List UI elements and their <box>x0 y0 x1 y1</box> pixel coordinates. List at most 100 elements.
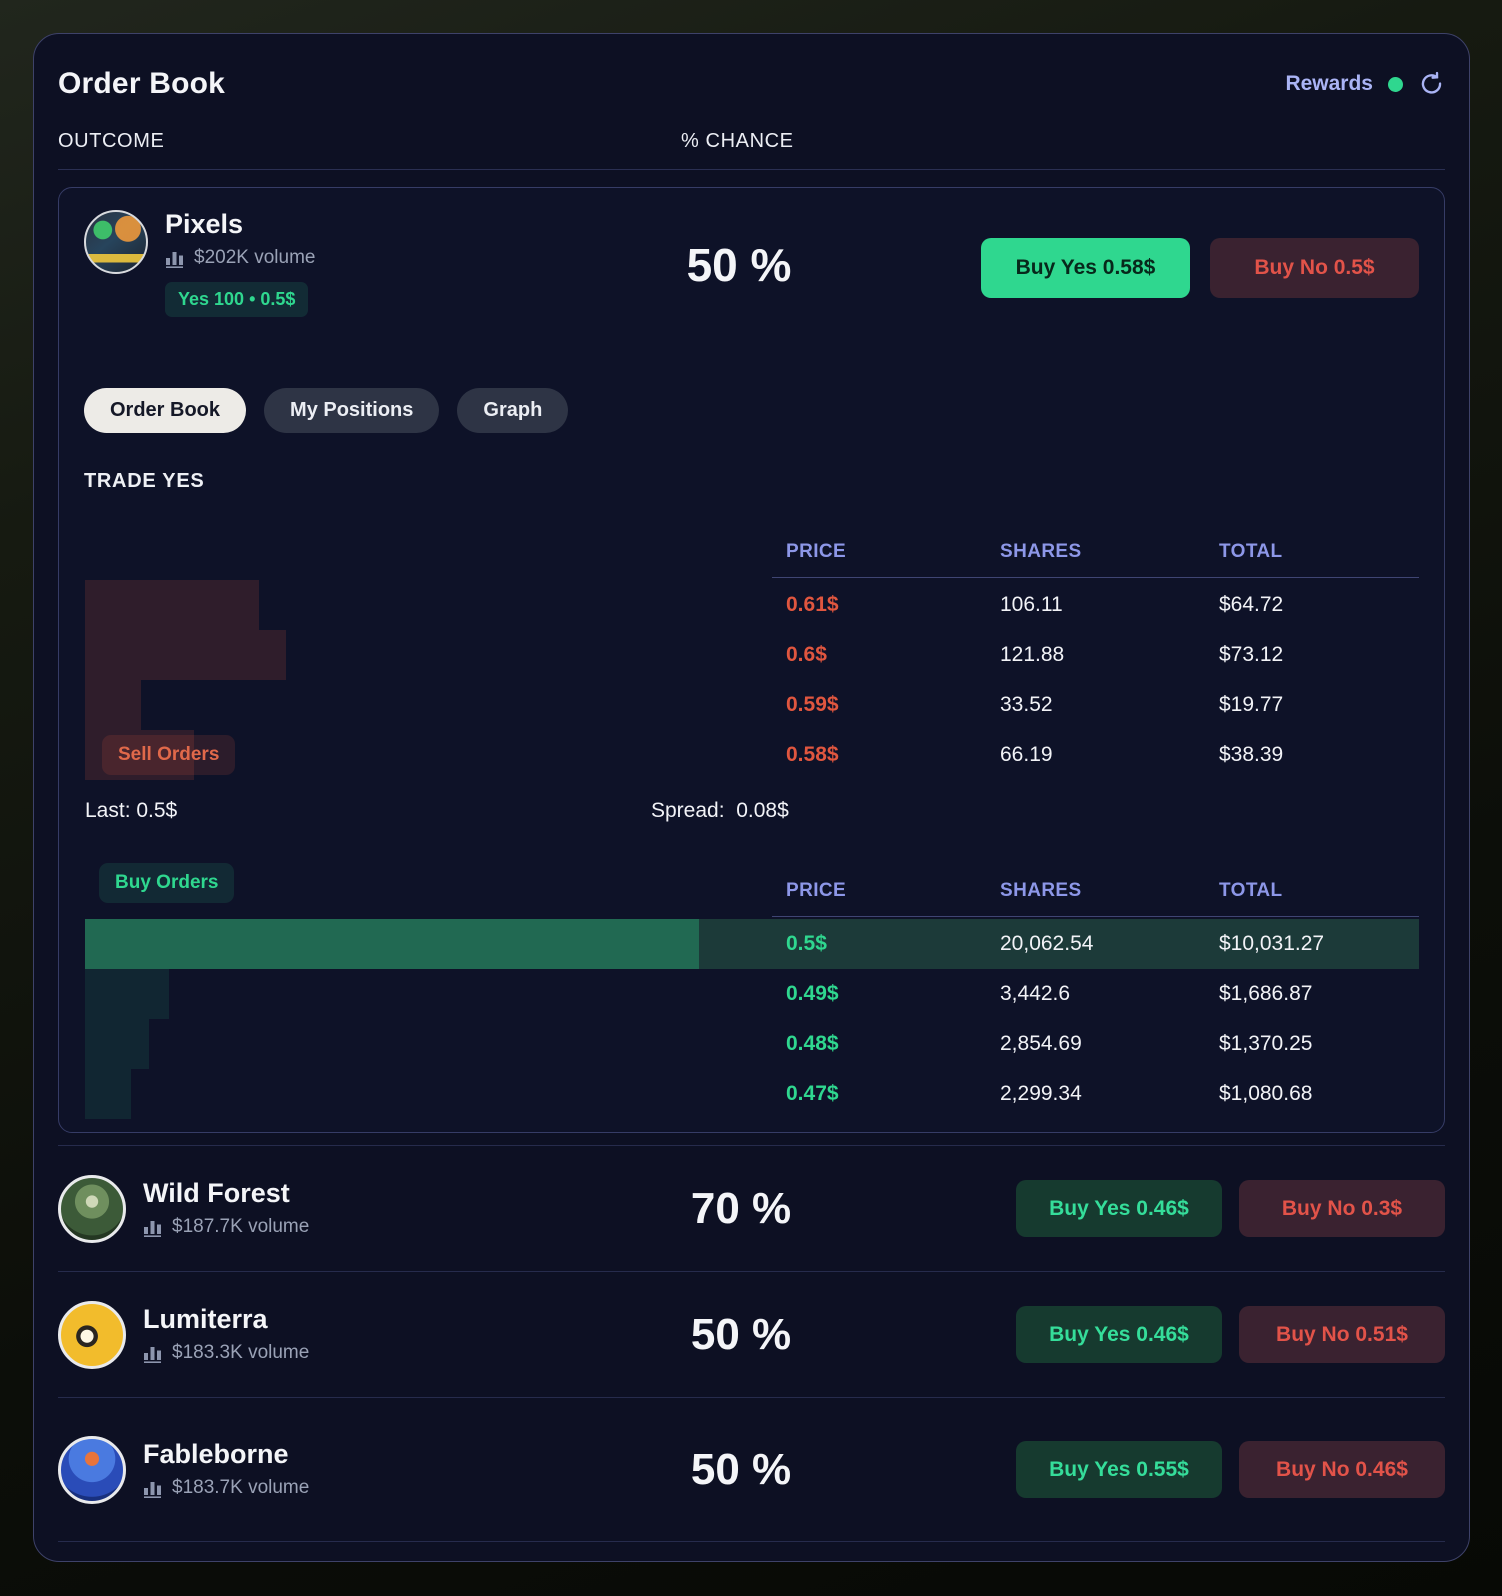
sell-price: 0.58$ <box>786 743 839 766</box>
market-avatar-fableborne <box>58 1435 126 1504</box>
market-info: Lumiterra $183.3K volume <box>58 1300 309 1369</box>
buy-orders-label: Buy Orders <box>99 863 235 903</box>
volume-line: $183.3K volume <box>143 1342 309 1364</box>
market-row-fableborne[interactable]: Fableborne $183.7K volume 50 % Buy Yes 0… <box>58 1397 1445 1542</box>
buy-price: 0.5$ <box>786 932 827 955</box>
buy-no-button[interactable]: Buy No 0.51$ <box>1239 1306 1445 1363</box>
outcome-column-header: OUTCOME <box>58 130 165 152</box>
sell-total: $73.12 <box>1219 643 1284 666</box>
market-avatar-pixels <box>84 210 148 274</box>
card-header: Order Book Rewards <box>58 62 1445 106</box>
buy-order-row[interactable]: 0.49$ 3,442.6 $1,686.87 <box>85 969 1419 1019</box>
order-book-section: PRICE SHARES TOTAL 0.61$ 106.11 $64.72 0… <box>59 505 1444 1130</box>
chance-value: 50 % <box>690 1309 792 1359</box>
volume-bars-icon <box>144 1346 161 1363</box>
sell-total: $64.72 <box>1219 593 1284 616</box>
sell-depth-bar <box>85 580 259 630</box>
buy-total: $10,031.27 <box>1219 932 1325 955</box>
sell-price-header: PRICE <box>786 541 847 562</box>
market-trade-buttons: Buy Yes 0.58$ Buy No 0.5$ <box>981 238 1419 298</box>
sell-total: $38.39 <box>1219 743 1284 766</box>
buy-total: $1,080.68 <box>1219 1082 1313 1105</box>
buy-no-button[interactable]: Buy No 0.3$ <box>1239 1180 1445 1237</box>
sell-shares: 66.19 <box>1000 743 1053 766</box>
buy-shares: 20,062.54 <box>1000 932 1094 955</box>
volume-line: $202K volume <box>165 247 315 269</box>
market-trade-buttons: Buy Yes 0.55$ Buy No 0.46$ <box>1016 1441 1445 1498</box>
tab-my-positions[interactable]: My Positions <box>264 388 440 433</box>
last-spread-row: Last: 0.5$ Spread: 0.08$ <box>85 799 1419 829</box>
buy-shares: 2,854.69 <box>1000 1032 1082 1055</box>
buy-order-row-highlighted[interactable]: 0.5$ 20,062.54 $10,031.27 <box>85 919 1419 969</box>
market-name: Lumiterra <box>143 1304 268 1335</box>
buy-no-button[interactable]: Buy No 0.46$ <box>1239 1441 1445 1498</box>
sell-shares: 33.52 <box>1000 693 1053 716</box>
volume-line: $187.7K volume <box>143 1216 309 1238</box>
buy-yes-button[interactable]: Buy Yes 0.46$ <box>1016 1306 1222 1363</box>
tab-order-book[interactable]: Order Book <box>84 388 247 433</box>
market-trade-buttons: Buy Yes 0.46$ Buy No 0.51$ <box>1016 1306 1445 1363</box>
volume-text: $183.3K volume <box>172 1341 310 1363</box>
chance-column-header: % CHANCE <box>681 130 794 152</box>
buy-price: 0.47$ <box>786 1082 839 1105</box>
buy-orders-table-head: PRICE SHARES TOTAL <box>772 866 1419 917</box>
position-badge: Yes 100 • 0.5$ <box>165 281 309 317</box>
sell-order-row[interactable]: 0.61$ 106.11 $64.72 <box>85 580 1419 630</box>
header-divider <box>58 169 1445 170</box>
sell-depth-bar <box>85 730 194 780</box>
market-name: Wild Forest <box>143 1178 290 1209</box>
buy-yes-button[interactable]: Buy Yes 0.55$ <box>1016 1441 1222 1498</box>
volume-text: $187.7K volume <box>172 1215 310 1237</box>
market-row-wild-forest[interactable]: Wild Forest $187.7K volume 70 % Buy Yes … <box>58 1145 1445 1271</box>
last-trade-value: Last: 0.5$ <box>85 799 178 822</box>
buy-yes-button[interactable]: Buy Yes 0.46$ <box>1016 1180 1222 1237</box>
buy-total: $1,686.87 <box>1219 982 1313 1005</box>
spread-value: Spread: 0.08$ <box>651 799 789 822</box>
sell-total: $19.77 <box>1219 693 1284 716</box>
market-list: Wild Forest $187.7K volume 70 % Buy Yes … <box>58 1145 1445 1542</box>
market-avatar-lumiterra <box>58 1300 126 1369</box>
sell-price: 0.59$ <box>786 693 839 716</box>
buy-no-button[interactable]: Buy No 0.5$ <box>1210 238 1419 298</box>
buy-price: 0.48$ <box>786 1032 839 1055</box>
sell-orders-label: Sell Orders <box>102 735 236 775</box>
sell-orders-table-head: PRICE SHARES TOTAL <box>772 527 1419 578</box>
sell-price: 0.6$ <box>786 643 827 666</box>
market-info: Pixels $202K volume Yes 100 • 0.5$ <box>84 209 315 317</box>
buy-depth-bar <box>85 1019 149 1069</box>
tab-graph[interactable]: Graph <box>457 388 569 433</box>
sell-shares: 106.11 <box>1000 593 1063 616</box>
trade-section-label: TRADE YES <box>84 470 205 492</box>
sell-order-row[interactable]: 0.6$ 121.88 $73.12 <box>85 630 1419 680</box>
market-name: Pixels <box>165 209 244 239</box>
buy-order-row[interactable]: 0.47$ 2,299.34 $1,080.68 <box>85 1069 1419 1119</box>
market-name: Fableborne <box>143 1439 289 1470</box>
expanded-market-panel: Pixels $202K volume Yes 100 • 0.5$ 50 % … <box>58 187 1445 1133</box>
market-row-lumiterra[interactable]: Lumiterra $183.3K volume 50 % Buy Yes 0.… <box>58 1271 1445 1397</box>
buy-depth-bar <box>85 1069 131 1119</box>
refresh-icon[interactable] <box>1418 71 1445 98</box>
sell-depth-bar <box>85 680 141 730</box>
header-actions: Rewards <box>1285 71 1445 98</box>
table-column-headers: OUTCOME % CHANCE <box>58 130 1445 156</box>
buy-depth-bar <box>85 919 699 969</box>
sell-order-row[interactable]: 0.58$ 66.19 $38.39 <box>85 730 1419 780</box>
chance-value: 50 % <box>690 1444 792 1494</box>
buy-depth-bar <box>85 969 169 1019</box>
buy-total: $1,370.25 <box>1219 1032 1313 1055</box>
buy-order-row[interactable]: 0.48$ 2,854.69 $1,370.25 <box>85 1019 1419 1069</box>
rewards-link[interactable]: Rewards <box>1285 72 1373 95</box>
buy-total-header: TOTAL <box>1219 880 1283 901</box>
volume-line: $183.7K volume <box>143 1477 309 1499</box>
sell-shares: 121.88 <box>1000 643 1065 666</box>
sell-shares-header: SHARES <box>1000 541 1082 562</box>
buy-shares: 2,299.34 <box>1000 1082 1082 1105</box>
volume-text: $183.7K volume <box>172 1476 310 1498</box>
sell-order-row[interactable]: 0.59$ 33.52 $19.77 <box>85 680 1419 730</box>
market-trade-buttons: Buy Yes 0.46$ Buy No 0.3$ <box>1016 1180 1445 1237</box>
sell-depth-bar <box>85 630 286 680</box>
sell-total-header: TOTAL <box>1219 541 1283 562</box>
market-avatar-wild-forest <box>58 1174 126 1243</box>
buy-yes-button[interactable]: Buy Yes 0.58$ <box>981 238 1190 298</box>
volume-bars-icon <box>144 1220 161 1237</box>
